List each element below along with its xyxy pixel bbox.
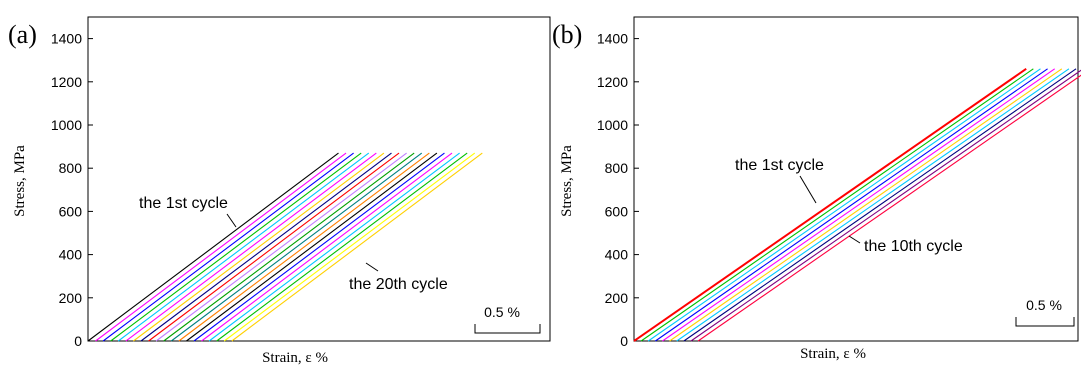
panel-a-series <box>87 152 483 342</box>
panel-b-plot-frame <box>633 16 1079 342</box>
panel-b-annotations: the 1st cycle the 10th cycle <box>735 157 963 255</box>
y-tick-label: 400 <box>59 247 83 263</box>
cycle-line-8 <box>140 152 392 342</box>
panel-b-y-ticks: 0 200 400 600 800 1000 1200 1400 <box>597 31 639 349</box>
cycle-line-10 <box>697 74 1081 342</box>
cycle-line-1 <box>87 152 339 342</box>
panel-a-annotation-last-cycle: the 20th cycle <box>349 276 448 293</box>
cycle-line-6 <box>125 152 377 342</box>
cycle-line-9 <box>690 69 1081 342</box>
cycle-line-2 <box>640 68 1034 342</box>
cycle-line-9 <box>148 152 400 342</box>
y-tick-label: 600 <box>59 203 83 219</box>
cycle-line-17 <box>208 152 460 342</box>
cycle-line-20 <box>231 152 483 342</box>
panel-b: (b) Stress, MPa Strain, ε % 0 200 400 600 80… <box>552 16 1081 362</box>
y-tick-label: 0 <box>74 333 82 349</box>
panel-a-annotation-first-cycle-arrow <box>226 213 237 228</box>
cycle-line-3 <box>647 68 1041 342</box>
panel-b-scale-bar-label: 0.5 % <box>1026 297 1062 313</box>
y-tick-label: 1400 <box>597 31 628 47</box>
y-tick-label: 200 <box>605 290 629 306</box>
cycle-line-15 <box>193 152 445 342</box>
cycle-line-19 <box>223 152 476 342</box>
panel-b-y-axis-label: Stress, MPa <box>559 145 575 217</box>
panel-a-annotation-last-cycle-arrow <box>365 262 379 272</box>
panel-b-label: (b) <box>552 20 582 49</box>
panel-b-annotation-first-cycle: the 1st cycle <box>735 157 824 174</box>
panel-a-scale-bar-label: 0.5 % <box>484 304 520 320</box>
panel-a: (a) Stress, MPa Strain, ε % 0 200 400 600 80… <box>8 16 551 366</box>
panel-a-annotation-first-cycle: the 1st cycle <box>139 195 228 212</box>
cycle-line-11 <box>163 152 415 342</box>
panel-b-scale-bar <box>1015 317 1075 327</box>
panel-b-annotation-last-cycle: the 10th cycle <box>864 238 963 255</box>
panel-a-x-axis-label: Strain, ε % <box>262 350 328 366</box>
panel-b-x-axis-label: Strain, ε % <box>800 346 866 362</box>
y-tick-label: 1000 <box>51 117 82 133</box>
y-tick-label: 800 <box>605 160 629 176</box>
cycle-line-4 <box>110 152 362 342</box>
cycle-line-6 <box>669 68 1063 342</box>
y-tick-label: 1200 <box>597 74 628 90</box>
y-tick-label: 800 <box>59 160 83 176</box>
panel-a-annotations: the 1st cycle the 20th cycle <box>139 195 448 293</box>
panel-a-y-axis-label: Stress, MPa <box>12 145 28 217</box>
cycle-line-2 <box>95 152 347 342</box>
panel-a-y-ticks: 0 200 400 600 800 1000 1200 1400 <box>51 31 93 349</box>
cycle-line-10 <box>155 152 407 342</box>
y-tick-label: 1400 <box>51 31 82 47</box>
cycle-line-4 <box>655 68 1048 342</box>
cycle-line-7 <box>133 152 385 342</box>
y-tick-label: 400 <box>605 247 629 263</box>
cycle-line-5 <box>117 152 370 342</box>
panel-a-scale-bar <box>474 324 541 334</box>
cycle-line-12 <box>170 152 423 342</box>
cycle-line-8 <box>683 68 1077 342</box>
y-tick-label: 1200 <box>51 74 82 90</box>
panel-a-plot-frame <box>87 16 551 342</box>
y-tick-label: 600 <box>605 203 629 219</box>
panel-a-label: (a) <box>8 20 37 49</box>
cycle-line-1 <box>633 68 1027 342</box>
panel-b-annotation-last-cycle-arrow <box>848 235 861 244</box>
y-tick-label: 0 <box>620 333 628 349</box>
cycle-line-5 <box>662 68 1056 342</box>
cycle-line-14 <box>186 152 438 342</box>
y-tick-label: 1000 <box>597 117 628 133</box>
cycle-line-3 <box>102 152 354 342</box>
panel-b-series <box>633 68 1081 342</box>
cycle-line-18 <box>216 152 468 342</box>
y-tick-label: 200 <box>59 290 83 306</box>
cycle-line-7 <box>676 68 1070 342</box>
cycle-line-13 <box>178 152 430 342</box>
panel-b-annotation-first-cycle-arrow <box>799 175 817 204</box>
cycle-line-16 <box>201 152 453 342</box>
